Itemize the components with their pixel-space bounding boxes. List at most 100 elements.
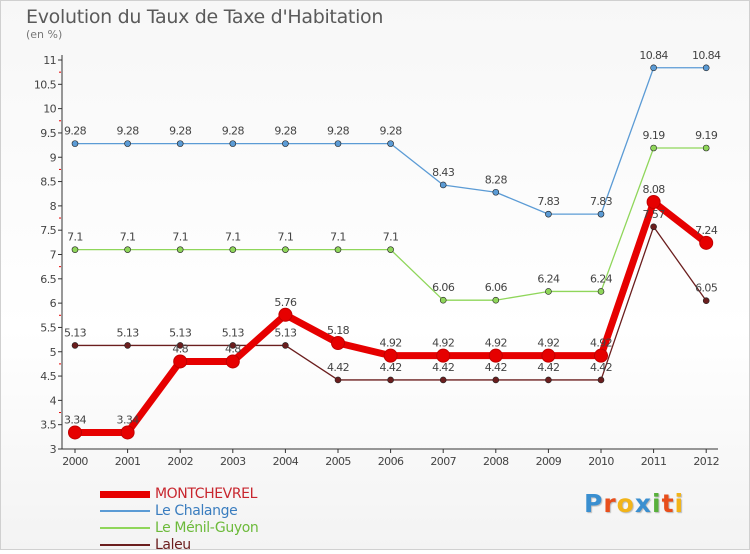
data-label-1: 8.28	[485, 173, 508, 186]
data-point-3	[439, 376, 447, 384]
y-tick-label: 10.5	[34, 78, 57, 91]
data-point-2	[282, 246, 289, 253]
data-point-3	[597, 376, 605, 384]
x-tick-label: 2010	[588, 455, 614, 468]
data-point-2	[650, 144, 657, 152]
chart-subtitle: (en %)	[26, 28, 63, 41]
data-label-2: 7.1	[172, 231, 188, 244]
x-tick-label: 2007	[430, 455, 456, 468]
data-point-1	[702, 64, 710, 72]
data-point-0	[68, 425, 82, 440]
x-tick-label: 2009	[536, 455, 562, 468]
data-point-3	[387, 376, 394, 384]
y-tick-label: 3.5	[40, 419, 56, 432]
data-point-1	[229, 140, 237, 147]
data-point-2	[229, 246, 237, 253]
data-label-3: 4.42	[537, 361, 559, 374]
data-point-0	[541, 348, 556, 363]
data-point-1	[492, 188, 500, 196]
data-point-0	[173, 354, 188, 369]
data-label-2: 9.19	[695, 129, 718, 142]
data-point-1	[282, 140, 289, 147]
data-label-0: 4.92	[537, 337, 559, 350]
data-label-1: 9.28	[327, 125, 350, 138]
x-tick-label: 2004	[273, 455, 299, 468]
y-tick-label: 7	[50, 249, 57, 262]
data-label-2: 9.19	[643, 129, 666, 142]
legend-label: Le Chalange	[155, 503, 238, 519]
legend-swatch	[100, 490, 150, 498]
x-tick-label: 2000	[62, 455, 88, 468]
data-label-1: 9.28	[64, 125, 87, 138]
data-point-3	[650, 223, 657, 231]
legend-swatch	[100, 510, 150, 512]
legend-swatch	[100, 527, 150, 529]
y-tick-label: 4	[50, 394, 57, 407]
data-label-2: 7.1	[67, 231, 83, 244]
y-tick-label: 3	[50, 443, 57, 456]
data-label-1: 9.28	[274, 125, 297, 138]
data-point-3	[492, 376, 500, 384]
data-label-1: 9.28	[380, 125, 403, 138]
proxiti-logo: Proxiti	[584, 489, 685, 518]
data-point-0	[488, 348, 503, 363]
data-label-0: 7.24	[695, 224, 718, 237]
data-label-1: 7.83	[537, 195, 560, 208]
data-label-1: 9.28	[222, 125, 245, 138]
data-label-3: 5.13	[169, 326, 192, 339]
legend-label: MONTCHEVREL	[155, 486, 258, 502]
data-label-3: 4.42	[590, 361, 612, 374]
data-label-1: 8.43	[432, 166, 455, 179]
chart-title: Evolution du Taux de Taxe d'Habitation	[26, 6, 384, 28]
data-label-3: 5.13	[64, 326, 87, 339]
data-label-3: 4.42	[380, 361, 402, 374]
y-tick-label: 4.5	[40, 370, 56, 383]
data-label-1: 7.83	[590, 195, 613, 208]
data-point-1	[334, 140, 342, 147]
data-label-2: 7.1	[120, 231, 136, 244]
x-tick-label: 2006	[378, 455, 404, 468]
data-label-0: 4.92	[590, 337, 612, 350]
data-label-2: 7.1	[278, 231, 294, 244]
data-label-2: 6.24	[590, 272, 613, 285]
y-tick-label: 8	[50, 200, 57, 213]
data-point-1	[387, 140, 394, 147]
data-point-2	[545, 288, 552, 295]
data-point-0	[120, 425, 135, 440]
y-tick-label: 6.5	[40, 273, 56, 286]
data-label-1: 9.28	[169, 125, 192, 138]
x-tick-label: 2005	[325, 455, 351, 468]
data-label-3: 5.13	[117, 326, 140, 339]
data-label-2: 7.1	[330, 231, 346, 244]
data-label-0: 4.92	[485, 337, 507, 350]
data-label-3: 7.57	[643, 208, 666, 221]
data-point-1	[124, 140, 131, 147]
y-tick-label: 7.5	[40, 224, 56, 237]
data-label-0: 4.92	[380, 337, 402, 350]
data-point-3	[702, 297, 710, 304]
data-label-3: 5.13	[274, 326, 297, 339]
x-tick-label: 2002	[167, 455, 193, 468]
y-tick-label: 10	[43, 103, 56, 116]
data-point-2	[492, 296, 500, 304]
y-tick-label: 8.5	[40, 176, 56, 189]
data-label-3: 6.05	[695, 282, 718, 295]
data-label-0: 5.76	[274, 296, 297, 309]
data-label-2: 7.1	[383, 231, 399, 244]
y-tick-label: 9.5	[40, 127, 56, 140]
data-point-0	[594, 348, 608, 363]
data-point-0	[646, 194, 661, 209]
data-label-0: 5.18	[327, 324, 350, 337]
data-point-0	[436, 348, 451, 363]
y-tick-label: 6	[50, 297, 57, 310]
data-label-3: 5.13	[222, 326, 245, 339]
data-label-0: 4.92	[432, 337, 454, 350]
data-label-1: 10.84	[692, 49, 721, 62]
data-point-3	[282, 342, 289, 349]
data-label-2: 6.06	[485, 281, 508, 294]
data-point-0	[383, 348, 398, 363]
data-point-0	[331, 335, 345, 350]
data-label-3: 4.42	[485, 361, 507, 374]
data-point-3	[334, 376, 342, 384]
data-label-1: 10.84	[639, 49, 668, 62]
